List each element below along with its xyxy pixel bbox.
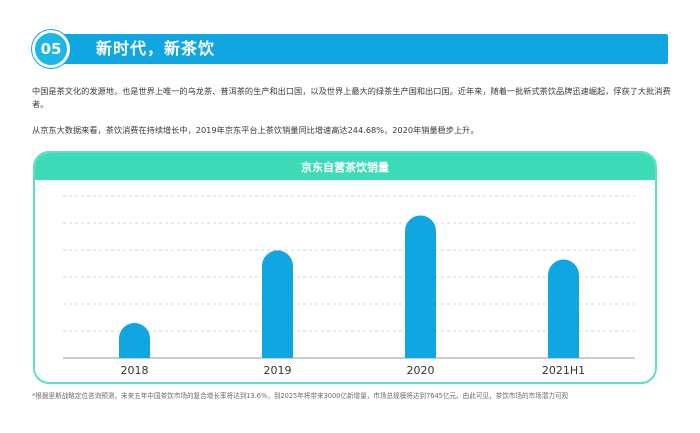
x-tick-label-2020: 2020 (407, 364, 435, 377)
bar-2018 (119, 323, 150, 358)
section-banner: 新时代，新茶饮 05 (32, 30, 668, 68)
bar-2019 (262, 250, 293, 358)
chart-card-header: 京东自营茶饮销量 (35, 153, 655, 180)
bar-chart: 2018 2019 2020 2021H1 (63, 195, 635, 377)
data-paragraph: 从京东大数据来看，茶饮消费在持续增长中，2019年京东平台上茶饮销量同比增速高达… (32, 125, 479, 135)
bar-2021H1 (548, 259, 579, 358)
footnote: *根据里斯战略定位咨询预测，未来五年中国茶饮市场的复合增长率将达到13.6%，到… (32, 392, 569, 400)
chart-card: 京东自营茶饮销量 2018 2019 2020 2021H1 (33, 151, 657, 384)
chart-title: 京东自营茶饮销量 (301, 161, 389, 174)
section-title-bar: 新时代，新茶饮 (50, 34, 668, 64)
x-tick-label-2018: 2018 (121, 364, 149, 377)
x-tick-label-2019: 2019 (264, 364, 292, 377)
x-tick-label-2021H1: 2021H1 (542, 364, 585, 377)
bar-2020 (405, 215, 436, 358)
intro-paragraph: 中国是茶文化的发源地，也是世界上唯一的乌龙茶、普洱茶的生产和出口国，以及世界上最… (32, 86, 671, 109)
section-number-badge: 05 (32, 30, 70, 68)
section-title: 新时代，新茶饮 (96, 39, 216, 58)
section-number: 05 (40, 40, 62, 58)
